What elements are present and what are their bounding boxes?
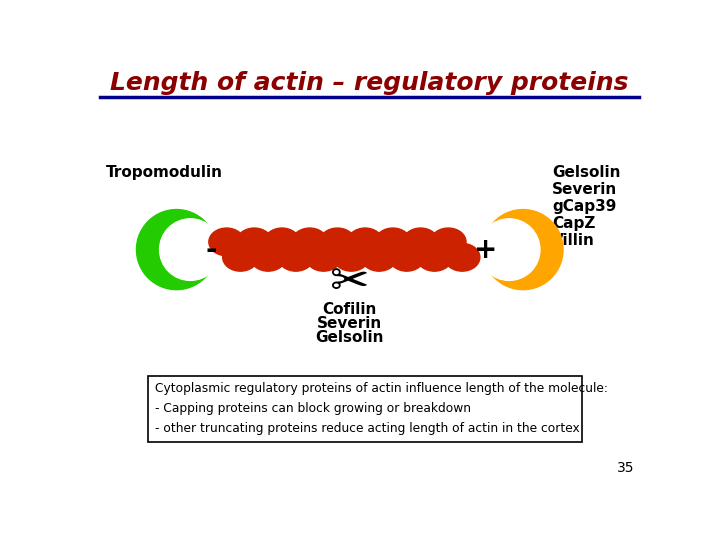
Circle shape [483,210,563,289]
Ellipse shape [389,244,425,271]
Ellipse shape [251,244,286,271]
Ellipse shape [403,228,438,256]
Ellipse shape [222,244,258,271]
Ellipse shape [209,228,244,256]
Text: Villin: Villin [552,233,595,248]
Text: Tropomodulin: Tropomodulin [106,165,222,180]
Ellipse shape [278,244,314,271]
Text: Cofilin: Cofilin [323,302,377,317]
Text: +: + [474,235,498,264]
Ellipse shape [417,244,452,271]
Ellipse shape [320,228,355,256]
Ellipse shape [306,244,341,271]
Ellipse shape [431,228,466,256]
Text: CapZ: CapZ [552,216,595,231]
Circle shape [160,219,221,280]
Text: -: - [205,235,217,264]
Text: 35: 35 [617,461,634,475]
Ellipse shape [444,244,480,271]
Text: ✂: ✂ [330,261,369,306]
Text: Gelsolin: Gelsolin [315,330,384,345]
FancyBboxPatch shape [148,376,582,442]
Text: gCap39: gCap39 [552,199,616,214]
Circle shape [478,219,540,280]
Text: Cytoplasmic regulatory proteins of actin influence length of the molecule:
- Cap: Cytoplasmic regulatory proteins of actin… [155,382,608,435]
Ellipse shape [348,228,383,256]
Ellipse shape [375,228,410,256]
Ellipse shape [237,228,272,256]
Circle shape [137,210,217,289]
Ellipse shape [264,228,300,256]
Text: Length of actin – regulatory proteins: Length of actin – regulatory proteins [109,71,629,95]
Text: Severin: Severin [317,316,382,331]
Text: Severin: Severin [552,182,618,197]
Ellipse shape [292,228,328,256]
Ellipse shape [361,244,397,271]
Ellipse shape [333,244,369,271]
Text: Gelsolin: Gelsolin [552,165,621,180]
